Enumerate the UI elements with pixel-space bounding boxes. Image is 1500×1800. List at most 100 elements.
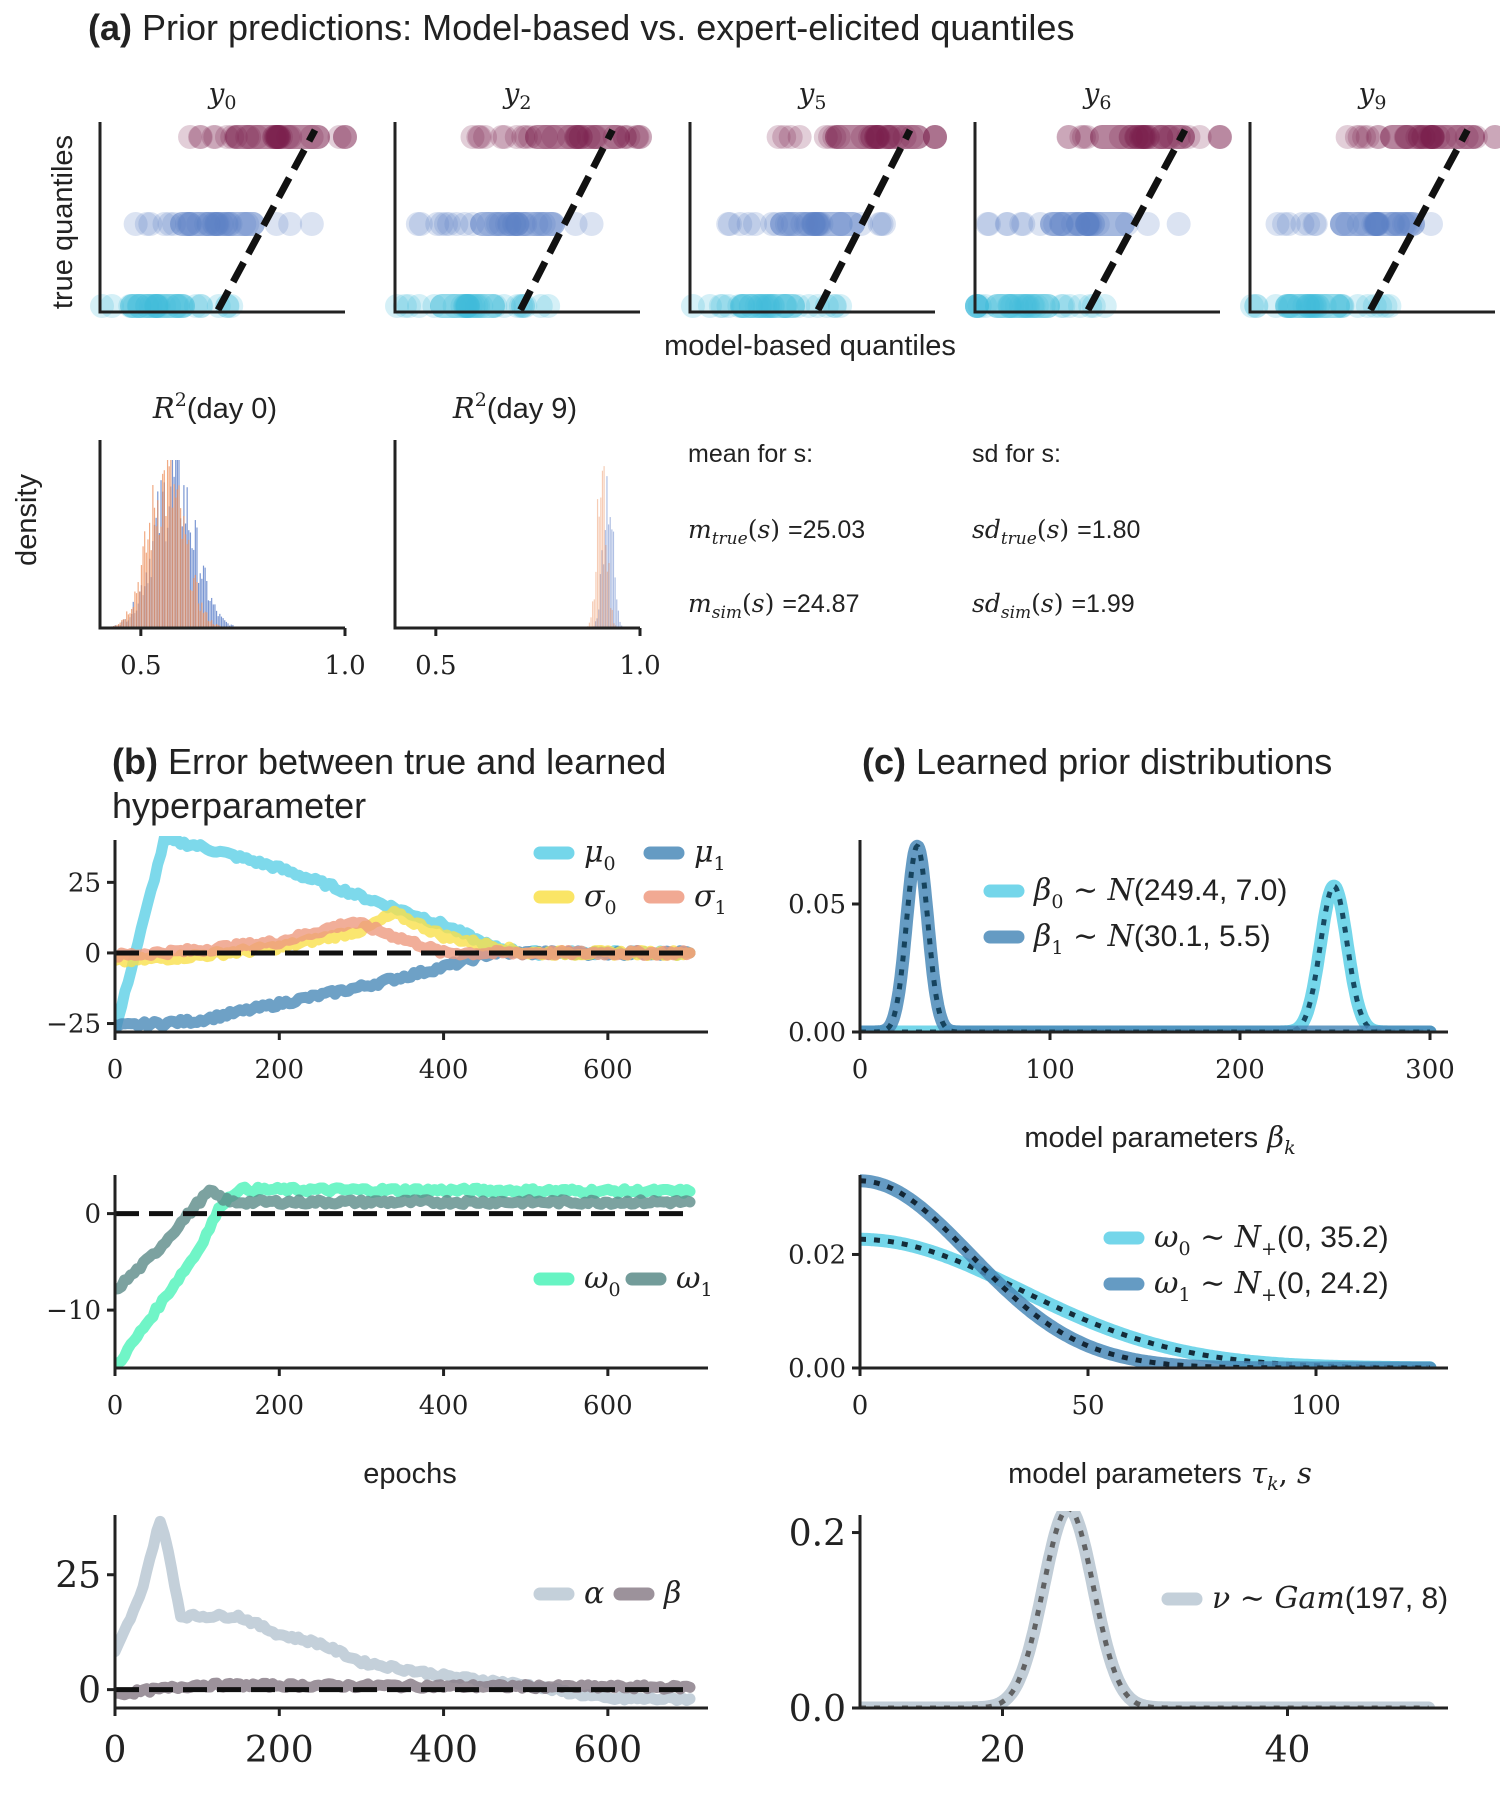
quantile-subplot-2: y5: [680, 77, 947, 318]
legend-label: μ1: [694, 835, 726, 875]
xtick-label: 600: [573, 1730, 642, 1771]
legend-label: β1 ∼ N(30.1, 5.5): [1033, 919, 1271, 959]
quantile-point: [333, 125, 357, 149]
histogram-bar: [160, 526, 162, 628]
legend-label: ω1: [676, 1261, 713, 1301]
histogram-bar: [119, 622, 121, 628]
quantile-point: [473, 125, 498, 149]
quantile-point: [460, 125, 485, 149]
histogram-bar: [145, 552, 147, 628]
quantile-point: [1009, 212, 1034, 236]
legend-part: σ: [584, 879, 606, 914]
quantile-point: [452, 212, 477, 236]
histogram-bar: [215, 624, 218, 628]
xtick-label: 50: [1071, 1391, 1104, 1421]
quantile-point: [628, 125, 652, 149]
xtick-label: 0: [104, 1730, 127, 1771]
legend-label: α: [584, 1576, 604, 1611]
quantile-point: [278, 212, 303, 236]
histogram-bar: [202, 613, 205, 628]
histogram-bar: [613, 623, 615, 628]
title-var: y: [207, 77, 226, 110]
xtick-label: 400: [409, 1730, 478, 1771]
series-dotted-0: [860, 1236, 1430, 1368]
histogram-bar: [142, 546, 144, 628]
legend-label: σ0: [584, 879, 617, 919]
histogram-bar: [212, 604, 214, 628]
histogram-bar: [188, 539, 190, 628]
xtick-label: 200: [254, 1391, 304, 1421]
histogram-bar: [595, 571, 597, 628]
identity-line: [517, 128, 616, 312]
quantile-point: [1335, 125, 1360, 149]
histogram-bar: [608, 563, 610, 628]
quantile-point: [994, 212, 1019, 236]
quantile-point: [152, 212, 177, 236]
quantile-subplot-1: y2: [385, 77, 652, 318]
quantile-point: [536, 294, 561, 318]
panel-b-title-line1: Error between true and learned: [158, 741, 666, 782]
histogram-bar: [609, 517, 611, 628]
quantile-point: [1290, 212, 1315, 236]
r2-day0-title: R2(day 0): [152, 389, 277, 425]
quantile-point: [995, 212, 1020, 236]
histogram-bar: [232, 624, 234, 628]
quantile-point: [716, 212, 741, 236]
legend-part: 1: [1178, 1284, 1190, 1306]
quantile-point: [1418, 212, 1443, 236]
histogram-bar: [140, 565, 143, 628]
histogram-bar: [155, 526, 157, 628]
histogram-bar: [116, 624, 118, 628]
histogram-bar: [162, 473, 164, 628]
histogram-bar: [189, 589, 192, 628]
quantile-axes: [688, 122, 935, 314]
legend-part: N: [1234, 1220, 1263, 1255]
quantile-point: [778, 125, 803, 149]
histogram-bar: [158, 534, 160, 628]
histogram-bar: [606, 571, 608, 628]
legend-label: β0 ∼ N(249.4, 7.0): [1033, 873, 1287, 913]
histogram-bar: [137, 582, 139, 628]
xtick-label: 20: [980, 1730, 1026, 1771]
xtick-label: 200: [254, 1055, 304, 1085]
title-var: y: [1082, 77, 1101, 110]
quantile-point: [766, 125, 791, 149]
quantile-point: [437, 212, 462, 236]
m-true-line: mtrue(s) =25.03: [688, 515, 865, 549]
histogram-bar: [131, 608, 133, 628]
histogram-bar: [149, 522, 151, 628]
quantile-band: [170, 212, 265, 236]
legend-part: β: [663, 1576, 681, 1611]
histogram-bar: [222, 618, 224, 628]
quantile-point: [1352, 125, 1377, 149]
quantile-axes: [973, 122, 1220, 314]
panel-c-xlabel1: model parameters βk: [1024, 1120, 1295, 1159]
quantile-point: [923, 125, 947, 149]
xtick-label: 0: [852, 1391, 869, 1421]
xtick-label: 0: [852, 1055, 869, 1085]
histogram-bar: [144, 531, 146, 628]
ytick-label: 25: [68, 868, 101, 898]
panel-c-title-text: Learned prior distributions: [906, 741, 1332, 782]
histogram-bar: [207, 600, 209, 628]
title-var: y: [797, 77, 816, 110]
identity-line: [1367, 128, 1471, 312]
ytick-label: −25: [46, 1010, 101, 1040]
quantile-subplot-3: y6: [965, 77, 1232, 318]
histogram-bar: [607, 524, 610, 628]
histogram-bar: [599, 574, 602, 628]
legend-part: +: [1261, 1238, 1277, 1260]
m-sim-value: =24.87: [782, 590, 859, 618]
legend-part: 1: [714, 853, 726, 875]
quantile-point: [90, 294, 114, 318]
histogram-bar: [611, 529, 613, 628]
histogram-bar: [191, 590, 193, 628]
histogram-xtick-label: 1.0: [324, 651, 365, 681]
legend-part: μ: [584, 835, 604, 870]
xtick-label: 0: [107, 1055, 124, 1085]
xtick-label: 200: [1215, 1055, 1265, 1085]
legend-part: (30.1, 5.5): [1134, 920, 1271, 953]
legend-part: ω: [1154, 1266, 1178, 1301]
